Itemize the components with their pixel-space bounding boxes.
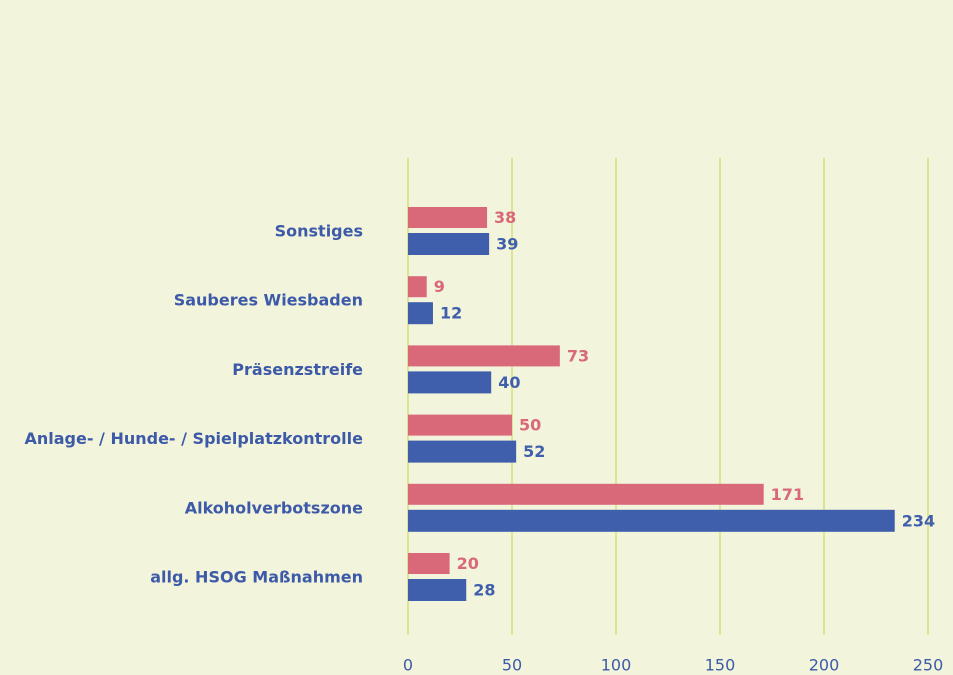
bar [408, 553, 450, 574]
x-tick-label: 0 [403, 656, 413, 675]
bar [408, 302, 433, 325]
value-label: 38 [494, 208, 516, 227]
y-tick-label: allg. HSOG Maßnahmen [150, 568, 363, 587]
y-tick-label: Anlage- / Hunde- / Spielplatzkontrolle [24, 429, 363, 448]
y-tick-label: Sonstiges [275, 222, 363, 241]
y-tick-label: Alkoholverbotszone [185, 498, 363, 517]
value-label: 50 [519, 416, 541, 435]
value-label: 39 [496, 235, 518, 254]
x-tick-label: 100 [601, 656, 632, 675]
value-label: 52 [523, 442, 545, 461]
bar [408, 483, 764, 505]
bar [408, 371, 492, 394]
bar [408, 345, 560, 367]
value-label: 234 [902, 511, 935, 530]
x-tick-label: 150 [705, 656, 736, 675]
bar [408, 440, 517, 463]
y-tick-label: Präsenzstreife [232, 360, 363, 379]
bar [408, 233, 490, 255]
x-tick-label: 50 [502, 656, 522, 675]
x-tick-label: 250 [913, 656, 944, 675]
bar [408, 579, 467, 601]
value-label: 73 [567, 346, 589, 365]
value-label: 171 [771, 485, 804, 504]
bar [408, 414, 512, 436]
bar [408, 509, 895, 532]
value-label: 40 [498, 373, 520, 392]
y-tick-label: Sauberes Wiesbaden [174, 291, 363, 310]
value-label: 28 [473, 581, 495, 600]
value-label: 12 [440, 304, 462, 323]
bar [408, 276, 427, 298]
value-label: 20 [457, 554, 479, 573]
x-tick-label: 200 [809, 656, 840, 675]
value-label: 9 [434, 277, 445, 296]
bar [408, 207, 488, 228]
